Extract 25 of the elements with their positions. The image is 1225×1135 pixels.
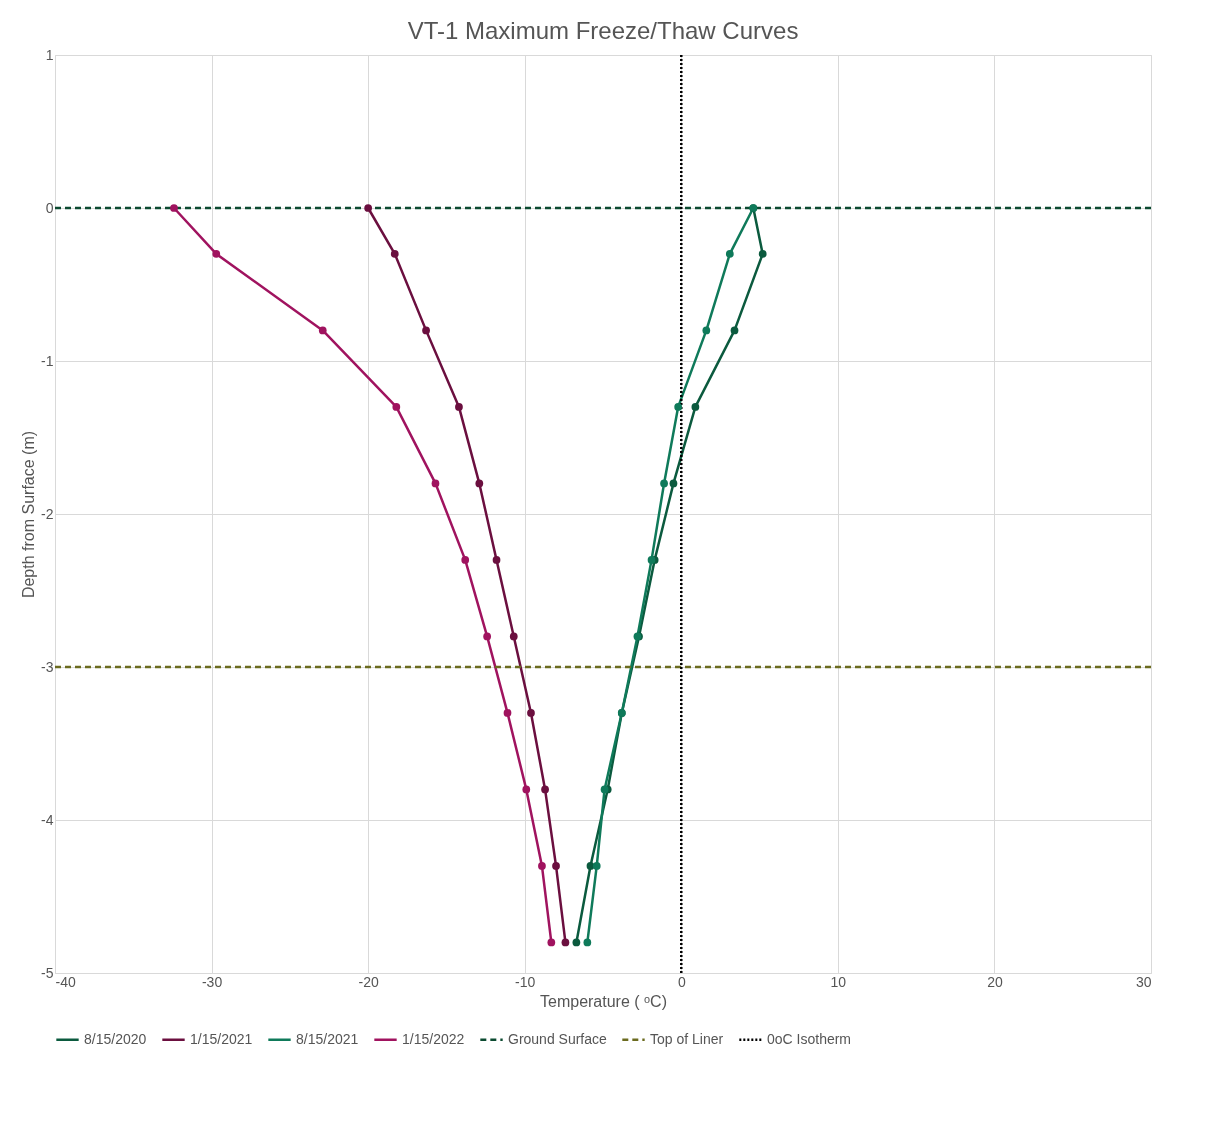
x-axis-title: Temperature ( ᵒC) xyxy=(540,992,667,1010)
y-tick-label: -3 xyxy=(41,658,54,675)
x-tick-label: -20 xyxy=(358,973,379,990)
x-tick-label: 10 xyxy=(830,973,847,990)
legend-label: Top of Liner xyxy=(650,1030,724,1047)
legend-label: 1/15/2021 xyxy=(190,1030,253,1047)
y-tick-label: 1 xyxy=(45,46,54,63)
y-tick-label: -1 xyxy=(41,352,54,369)
y-tick-label: -4 xyxy=(41,811,54,828)
x-tick-label: 0 xyxy=(677,973,686,990)
x-tick-label: -40 xyxy=(55,973,76,990)
x-tick-label: 30 xyxy=(1135,973,1152,990)
legend-label: 0oC Isotherm xyxy=(767,1030,852,1047)
y-tick-label: 0 xyxy=(45,199,54,216)
x-tick-label: -30 xyxy=(201,973,223,990)
y-tick-label: -5 xyxy=(41,964,54,981)
x-tick-label: -10 xyxy=(515,973,536,990)
y-tick-label: -2 xyxy=(41,505,54,522)
chart-title: VT-1 Maximum Freeze/Thaw Curves xyxy=(407,17,799,44)
y-axis-title: Depth from Surface (m) xyxy=(20,430,38,599)
legend-label: 8/15/2020 xyxy=(84,1030,147,1047)
legend-label: Ground Surface xyxy=(508,1030,608,1047)
legend-label: 8/15/2021 xyxy=(296,1030,359,1047)
x-tick-label: 20 xyxy=(987,973,1003,990)
legend-label: 1/15/2022 xyxy=(402,1030,465,1047)
